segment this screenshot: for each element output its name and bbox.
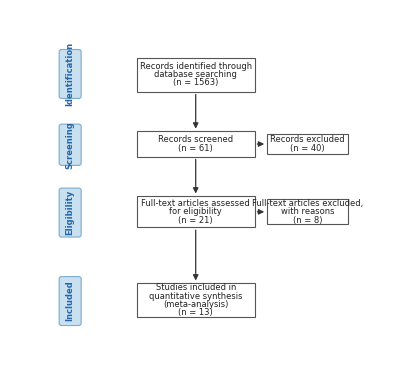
Text: (n = 21): (n = 21) bbox=[178, 216, 213, 224]
Text: Records identified through: Records identified through bbox=[140, 62, 252, 71]
FancyBboxPatch shape bbox=[59, 277, 81, 326]
Text: Eligibility: Eligibility bbox=[66, 190, 75, 235]
FancyBboxPatch shape bbox=[137, 283, 255, 317]
Text: Studies included in: Studies included in bbox=[156, 283, 236, 293]
Text: with reasons: with reasons bbox=[280, 207, 334, 216]
FancyBboxPatch shape bbox=[267, 199, 348, 224]
Text: (n = 8): (n = 8) bbox=[292, 216, 322, 224]
Text: (n = 13): (n = 13) bbox=[178, 308, 213, 317]
FancyBboxPatch shape bbox=[59, 49, 81, 98]
Text: Full-text articles excluded,: Full-text articles excluded, bbox=[252, 199, 363, 208]
Text: Screening: Screening bbox=[66, 121, 75, 169]
Text: (n = 40): (n = 40) bbox=[290, 144, 325, 153]
Text: Full-text articles assessed: Full-text articles assessed bbox=[141, 199, 250, 208]
Text: Records excluded: Records excluded bbox=[270, 135, 345, 144]
FancyBboxPatch shape bbox=[267, 134, 348, 154]
Text: (n = 61): (n = 61) bbox=[178, 144, 213, 153]
Text: database searching: database searching bbox=[154, 70, 237, 79]
FancyBboxPatch shape bbox=[59, 124, 81, 165]
Text: quantitative synthesis: quantitative synthesis bbox=[149, 292, 242, 301]
Text: (n = 1563): (n = 1563) bbox=[173, 79, 218, 87]
FancyBboxPatch shape bbox=[137, 196, 255, 228]
Text: Identification: Identification bbox=[66, 42, 75, 106]
Text: for eligibility: for eligibility bbox=[169, 207, 222, 216]
Text: (meta-analysis): (meta-analysis) bbox=[163, 300, 228, 309]
FancyBboxPatch shape bbox=[137, 131, 255, 157]
FancyBboxPatch shape bbox=[59, 188, 81, 237]
FancyBboxPatch shape bbox=[137, 58, 255, 92]
Text: Included: Included bbox=[66, 281, 75, 321]
Text: Records screened: Records screened bbox=[158, 135, 233, 144]
